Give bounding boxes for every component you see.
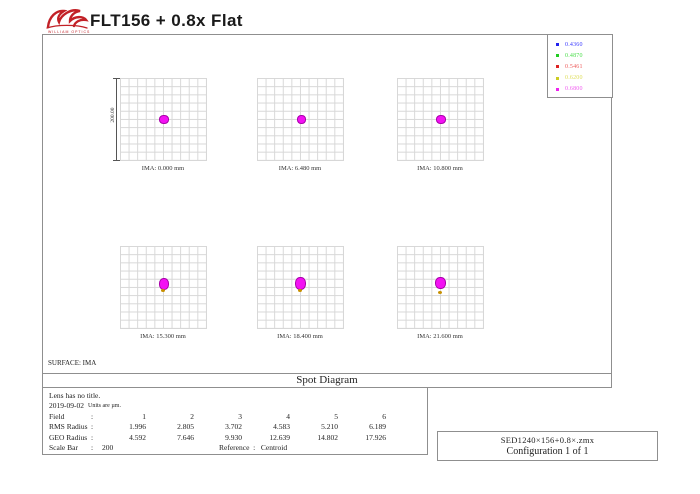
legend-wavelength: 0.4360 bbox=[565, 41, 583, 48]
configuration-box: SED1240×156+0.8×.zmx Configuration 1 of … bbox=[437, 431, 658, 461]
colon: : bbox=[91, 422, 94, 432]
row-label: GEO Radius bbox=[49, 432, 88, 442]
logo-text: WILLIAM OPTICS bbox=[48, 30, 91, 34]
rms-4: 4.583 bbox=[273, 422, 290, 432]
field-3: 3 bbox=[238, 411, 242, 421]
rms-6: 6.189 bbox=[369, 422, 386, 432]
spot-field-5 bbox=[295, 277, 306, 290]
geo-3: 9.930 bbox=[225, 432, 242, 442]
colon: : bbox=[91, 443, 94, 453]
stats-table: Lens has no title. 2019-09-02 Units are … bbox=[42, 387, 428, 455]
colon: : bbox=[91, 411, 94, 421]
field-2: 2 bbox=[190, 411, 194, 421]
ima-label-field-5: IMA: 18.400 mm bbox=[277, 333, 323, 340]
surface-label: SURFACE: IMA bbox=[48, 359, 97, 367]
lens-title-note: Lens has no title. bbox=[49, 390, 101, 400]
field-5: 5 bbox=[334, 411, 338, 421]
spot-field-4 bbox=[159, 278, 169, 290]
legend-swatch-yellow bbox=[556, 76, 559, 80]
geo-4: 12.639 bbox=[269, 432, 290, 442]
field-1: 1 bbox=[142, 411, 146, 421]
geo-1: 4.592 bbox=[129, 432, 146, 442]
row-label: Field bbox=[49, 411, 65, 421]
reference: Reference : Centroid bbox=[219, 443, 287, 452]
spot-panel-field-5 bbox=[257, 246, 344, 329]
spot-field-1 bbox=[159, 115, 169, 124]
spot-field-6 bbox=[435, 277, 446, 289]
legend-swatch-magenta bbox=[556, 87, 559, 91]
spot-field-3 bbox=[436, 115, 446, 124]
spot-field-4-yellow bbox=[161, 289, 165, 292]
field-row: Field : 1 2 3 4 5 6 bbox=[43, 411, 427, 422]
ima-label-field-3: IMA: 10.800 mm bbox=[417, 165, 463, 172]
ima-label-field-1: IMA: 0.000 mm bbox=[141, 165, 185, 172]
ima-label-field-6: IMA: 21.600 mm bbox=[417, 333, 463, 340]
field-6: 6 bbox=[382, 411, 386, 421]
row-label: RMS Radius bbox=[49, 422, 88, 432]
plot-title-banner: Spot Diagram bbox=[42, 373, 612, 388]
reference-label: Reference bbox=[219, 443, 250, 453]
wavelength-legend: 0.4360 0.4870 0.5461 0.6200 0.6800 bbox=[547, 34, 613, 98]
spot-field-2 bbox=[297, 115, 306, 124]
legend-wavelength: 0.6200 bbox=[565, 75, 583, 82]
lens-filename: SED1240×156+0.8×.zmx bbox=[500, 435, 595, 445]
spot-field-6-yellow bbox=[438, 291, 442, 294]
rms-3: 3.702 bbox=[225, 422, 242, 432]
field-4: 4 bbox=[286, 411, 290, 421]
legend-item: 0.6200 bbox=[548, 73, 612, 84]
geo-2: 7.646 bbox=[177, 432, 194, 442]
geo-5: 14.802 bbox=[317, 432, 338, 442]
legend-wavelength: 0.6800 bbox=[565, 86, 583, 93]
legend-item: 0.4360 bbox=[548, 39, 612, 50]
scale-bar-row: Scale Bar : 200 Reference : Centroid bbox=[43, 443, 427, 454]
configuration-label: Configuration 1 of 1 bbox=[506, 446, 589, 457]
legend-swatch-green bbox=[556, 54, 559, 58]
scale-bar-value: 200 bbox=[102, 443, 114, 453]
legend-item: 0.4870 bbox=[548, 50, 612, 61]
rms-1: 1.996 bbox=[129, 422, 146, 432]
spot-panel-field-6 bbox=[397, 246, 484, 329]
legend-swatch-red bbox=[556, 65, 559, 69]
colon: : bbox=[91, 432, 94, 442]
scale-bar-label: 200.00 bbox=[110, 107, 116, 123]
william-optics-logo bbox=[46, 9, 89, 29]
spot-panel-field-3 bbox=[397, 78, 484, 161]
spot-panel-field-1 bbox=[120, 78, 207, 161]
scale-bar-label: Scale Bar bbox=[49, 443, 78, 453]
geo-6: 17.926 bbox=[365, 432, 386, 442]
rms-radius-row: RMS Radius : 1.996 2.805 3.702 4.583 5.2… bbox=[43, 422, 427, 433]
rms-2: 2.805 bbox=[177, 422, 194, 432]
ima-label-field-4: IMA: 15.300 mm bbox=[140, 333, 186, 340]
legend-item: 0.6800 bbox=[548, 84, 612, 95]
scale-bar bbox=[113, 78, 120, 161]
reference-value: Centroid bbox=[260, 443, 288, 453]
date-units-line: 2019-09-02 Units are µm. bbox=[43, 401, 427, 412]
legend-swatch-blue bbox=[556, 43, 559, 47]
legend-wavelength: 0.4870 bbox=[565, 52, 583, 59]
date: 2019-09-02 bbox=[49, 401, 84, 411]
units-note: Units are µm. bbox=[88, 402, 121, 409]
legend-item: 0.5461 bbox=[548, 61, 612, 72]
page-title: FLT156 + 0.8x Flat bbox=[90, 11, 243, 30]
spot-panel-field-2 bbox=[257, 78, 344, 161]
spot-panel-field-4 bbox=[120, 246, 207, 329]
ima-label-field-2: IMA: 6.480 mm bbox=[278, 165, 322, 172]
colon: : bbox=[253, 443, 256, 453]
spot-field-5-yellow bbox=[298, 289, 302, 292]
rms-5: 5.210 bbox=[321, 422, 338, 432]
legend-wavelength: 0.5461 bbox=[565, 63, 583, 70]
geo-radius-row: GEO Radius : 4.592 7.646 9.930 12.639 14… bbox=[43, 432, 427, 443]
